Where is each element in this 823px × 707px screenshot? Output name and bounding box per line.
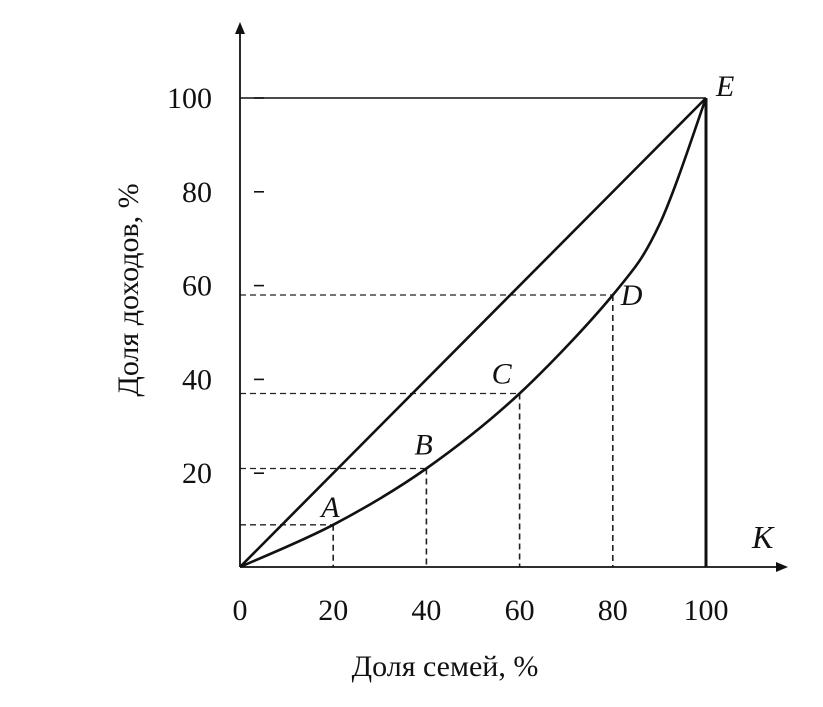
x-tick-label-40: 40 bbox=[411, 594, 441, 627]
x-axis-title: Доля семей, % bbox=[352, 650, 539, 683]
x-tick-label-60: 60 bbox=[505, 594, 535, 627]
y-tick-label-60: 60 bbox=[182, 270, 212, 303]
y-tick-label-40: 40 bbox=[182, 363, 212, 396]
x-tick-label-20: 20 bbox=[318, 594, 348, 627]
x-tick-label-80: 80 bbox=[598, 594, 628, 627]
x-axis-letter: K bbox=[751, 519, 775, 555]
point-label-e: E bbox=[715, 70, 734, 103]
tick-labels: 0 20 40 60 80 100 20 40 60 80 100 bbox=[167, 82, 729, 627]
series-lines bbox=[239, 97, 708, 569]
guide-lines bbox=[240, 294, 614, 567]
y-axis-title: Доля доходов, % bbox=[112, 183, 145, 396]
point-label-a: A bbox=[319, 491, 340, 524]
point-label-d: D bbox=[620, 279, 643, 312]
y-tick-label-20: 20 bbox=[182, 457, 212, 490]
series-line-1 bbox=[239, 97, 707, 568]
chart-frame bbox=[240, 97, 708, 567]
point-label-c: C bbox=[492, 357, 513, 390]
series-line-2 bbox=[239, 97, 708, 569]
x-tick-label-0: 0 bbox=[233, 594, 248, 627]
y-tick-label-80: 80 bbox=[182, 176, 212, 209]
x-tick-label-100: 100 bbox=[684, 594, 729, 627]
y-tick-label-100: 100 bbox=[167, 82, 212, 115]
point-labels: A B C D E bbox=[319, 70, 734, 524]
point-label-b: B bbox=[414, 429, 432, 462]
axes bbox=[235, 22, 788, 572]
